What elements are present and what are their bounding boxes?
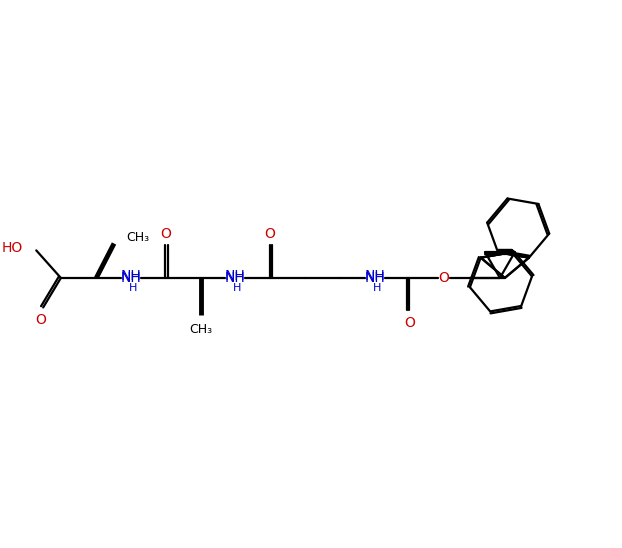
Text: H: H (233, 283, 241, 293)
Text: NH: NH (121, 271, 141, 285)
Text: CH₃: CH₃ (126, 231, 149, 244)
Text: O: O (264, 227, 275, 241)
Text: O: O (160, 227, 170, 241)
Text: NH: NH (225, 269, 246, 283)
Text: O: O (404, 316, 415, 330)
Text: NH: NH (121, 269, 141, 283)
Text: H: H (129, 283, 137, 293)
Text: HO: HO (1, 242, 22, 255)
Text: O: O (439, 271, 449, 285)
Text: NH: NH (364, 271, 385, 285)
Text: H: H (373, 283, 381, 293)
Text: O: O (35, 313, 45, 327)
Text: NH: NH (364, 269, 385, 283)
Text: CH₃: CH₃ (189, 323, 212, 335)
Text: NH: NH (225, 271, 246, 285)
